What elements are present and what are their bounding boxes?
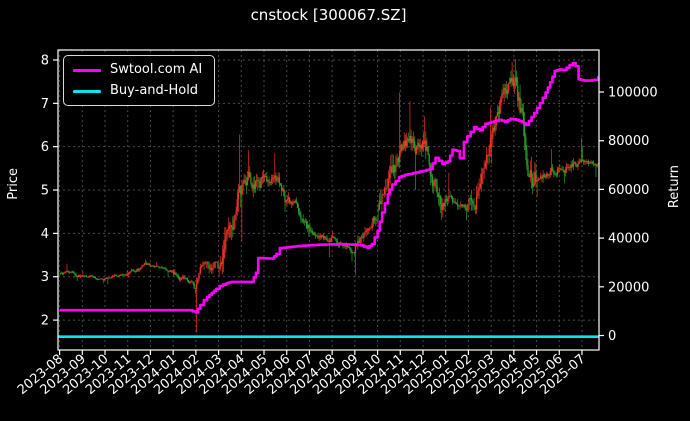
svg-text:60000: 60000 bbox=[608, 183, 649, 198]
legend-item-buyhold: Buy-and-Hold bbox=[73, 84, 202, 98]
svg-text:20000: 20000 bbox=[608, 280, 649, 295]
svg-text:2: 2 bbox=[41, 314, 49, 329]
legend: Swtool.com AI Buy-and-Hold bbox=[63, 55, 216, 106]
svg-text:6: 6 bbox=[41, 140, 49, 155]
chart-title: cnstock [300067.SZ] bbox=[250, 6, 407, 24]
svg-text:5: 5 bbox=[41, 184, 49, 199]
svg-text:7: 7 bbox=[41, 97, 49, 112]
svg-text:8: 8 bbox=[41, 53, 49, 68]
legend-item-strategy: Swtool.com AI bbox=[73, 63, 202, 77]
legend-label-strategy: Swtool.com AI bbox=[110, 62, 203, 77]
svg-text:40000: 40000 bbox=[608, 232, 649, 247]
svg-text:80000: 80000 bbox=[608, 134, 649, 149]
buyhold-line-swatch-icon bbox=[73, 89, 101, 93]
svg-text:3: 3 bbox=[41, 270, 49, 285]
svg-text:100000: 100000 bbox=[608, 86, 658, 101]
strategy-line-swatch-icon bbox=[73, 68, 101, 72]
svg-text:0: 0 bbox=[608, 329, 616, 344]
svg-text:4: 4 bbox=[41, 227, 49, 242]
legend-label-buyhold: Buy-and-Hold bbox=[110, 83, 199, 98]
